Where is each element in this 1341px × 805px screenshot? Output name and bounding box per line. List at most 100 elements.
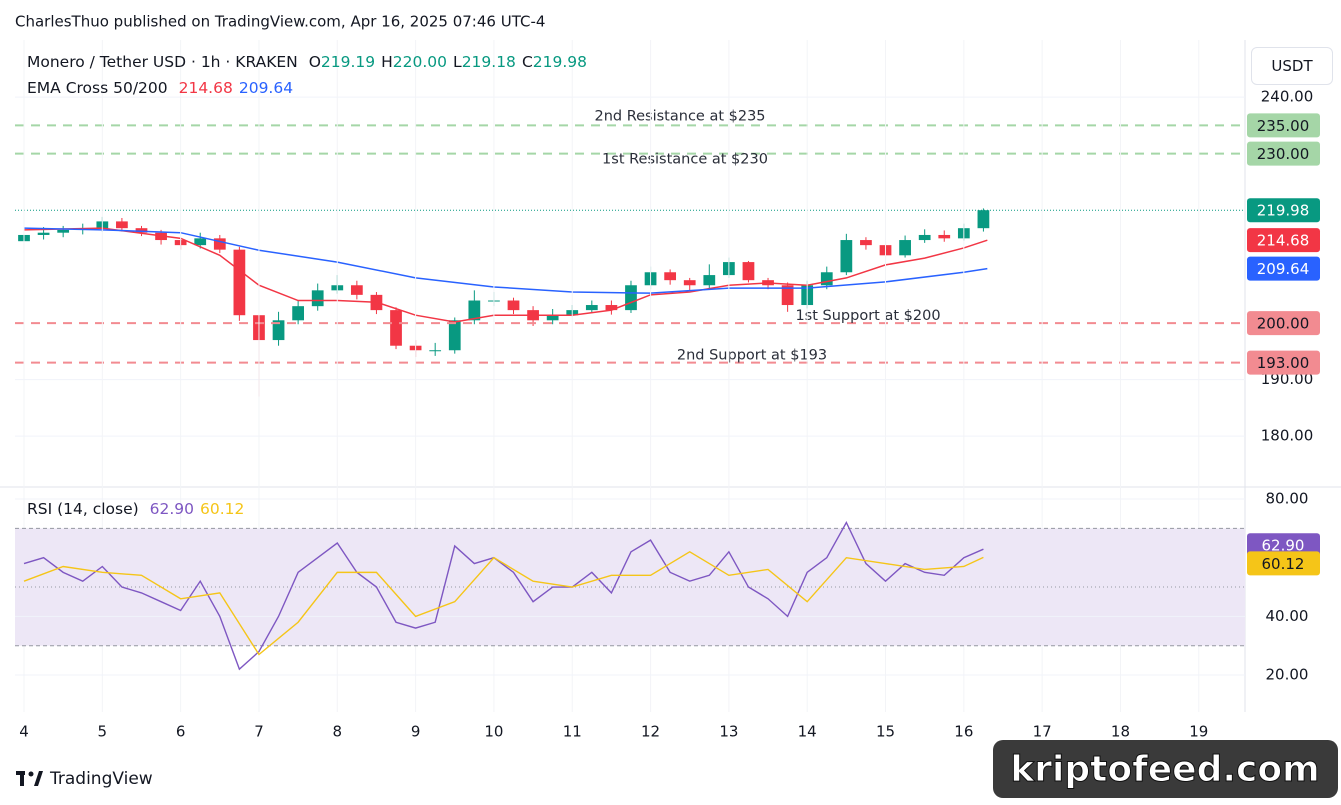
ema-badge-bg bbox=[1247, 228, 1320, 253]
level-label: 2nd Resistance at $235 bbox=[594, 108, 765, 124]
level-badge: 235.00 bbox=[1257, 117, 1310, 135]
x-tick-label: 8 bbox=[333, 723, 343, 741]
level-badge-bg bbox=[1247, 141, 1320, 166]
currency: USDT bbox=[1251, 47, 1333, 85]
x-tick-label: 16 bbox=[954, 723, 973, 741]
candle-body bbox=[507, 300, 520, 311]
x-tick-label: 12 bbox=[641, 723, 660, 741]
candle-body bbox=[135, 228, 148, 233]
level-label: 1st Resistance at $230 bbox=[602, 152, 768, 168]
rsi-line bbox=[23, 551, 984, 656]
candle-body bbox=[116, 221, 128, 229]
candle-body bbox=[448, 320, 461, 351]
candle-body bbox=[37, 232, 50, 235]
candle-body bbox=[977, 210, 990, 229]
level-badge: 200.00 bbox=[1257, 315, 1310, 333]
ohlc-value: 219.18 bbox=[461, 53, 516, 71]
level-label: 2nd Support at $193 bbox=[677, 348, 827, 364]
candle-body bbox=[938, 234, 951, 239]
ema-badge: 214.68 bbox=[1257, 232, 1310, 250]
candle-body bbox=[742, 262, 755, 281]
level-badge-bg bbox=[1247, 350, 1320, 375]
ema-badge-bg bbox=[1247, 256, 1320, 281]
ohlc-key: H bbox=[381, 53, 393, 71]
y-tick-label: 180.00 bbox=[1261, 427, 1314, 445]
candle-body bbox=[546, 315, 559, 321]
header: CharlesThuo published on TradingView.com… bbox=[15, 13, 545, 31]
candle-body bbox=[292, 306, 304, 321]
candle-body bbox=[272, 320, 285, 341]
x-tick-label: 9 bbox=[411, 723, 421, 741]
rsi-badge-bg bbox=[1247, 533, 1320, 558]
candle-body bbox=[585, 305, 598, 311]
candle-body bbox=[57, 229, 70, 233]
ohlc-key: C bbox=[521, 53, 533, 71]
ohlc-value: 220.00 bbox=[392, 53, 448, 71]
rsi-value: 60.12 bbox=[200, 500, 245, 518]
candle-body bbox=[918, 234, 931, 241]
rsi-badge-bg bbox=[1247, 551, 1320, 576]
candle-body bbox=[350, 285, 363, 295]
x-tick-label: 10 bbox=[484, 723, 503, 741]
indicator-title: EMA Cross 50/200 bbox=[27, 79, 168, 97]
x-tick-label: 13 bbox=[719, 723, 738, 741]
candle-body bbox=[703, 275, 716, 286]
y-tick-label: 20.00 bbox=[1266, 666, 1309, 684]
last-price-badge-bg bbox=[1247, 198, 1320, 223]
x-tick-label: 11 bbox=[563, 723, 582, 741]
tv-logo bbox=[16, 771, 43, 786]
price-legend: Monero / Tether USD · 1h · KRAKEN O219.1… bbox=[27, 53, 599, 71]
rsi-badge: 60.12 bbox=[1262, 555, 1305, 573]
ohlc-key: O bbox=[308, 53, 321, 71]
ohlc-key: L bbox=[453, 53, 462, 71]
candle-body bbox=[625, 285, 637, 311]
footer-logo: TradingView bbox=[49, 769, 153, 789]
symbol: Monero / Tether USD · 1h · KRAKEN bbox=[27, 53, 298, 71]
candle-body bbox=[390, 310, 402, 346]
ema-legend: EMA Cross 50/200 214.68 209.64 bbox=[27, 79, 305, 97]
x-tick-label: 4 bbox=[19, 723, 29, 741]
level-badge: 193.00 bbox=[1257, 354, 1310, 372]
indicator-values: 214.68 209.64 bbox=[179, 79, 300, 97]
candle-body bbox=[605, 305, 618, 311]
candle-body bbox=[429, 350, 442, 352]
ohlc-value: 219.19 bbox=[320, 53, 376, 71]
watermark: kriptofeed.com bbox=[1010, 749, 1319, 790]
x-tick-label: 14 bbox=[798, 723, 817, 741]
candle-body bbox=[899, 240, 911, 256]
candle-body bbox=[820, 272, 833, 286]
ema-line bbox=[23, 227, 988, 294]
y-tick-label: 80.00 bbox=[1266, 490, 1309, 508]
candle-body bbox=[860, 240, 872, 246]
x-tick-label: 7 bbox=[254, 723, 264, 741]
watermark-box bbox=[993, 740, 1338, 798]
x-tick-label: 5 bbox=[98, 723, 108, 741]
level-label: 1st Support at $200 bbox=[795, 308, 940, 324]
x-tick-label: 17 bbox=[1033, 723, 1052, 741]
candle-body bbox=[664, 272, 677, 281]
rsi-title: RSI (14, close) bbox=[27, 500, 139, 518]
rsi-values: 62.90 60.12 bbox=[150, 500, 251, 518]
ema-value: 214.68 bbox=[178, 79, 233, 97]
ema-value: 209.64 bbox=[238, 79, 294, 97]
y-tick-label: 240.00 bbox=[1261, 88, 1314, 106]
candle-body bbox=[194, 238, 207, 246]
candle-body bbox=[468, 300, 481, 321]
x-tick-label: 18 bbox=[1111, 723, 1130, 741]
level-badge-bg bbox=[1247, 113, 1320, 138]
ohlc-value: 219.98 bbox=[532, 53, 588, 71]
x-tick-label: 6 bbox=[176, 723, 186, 741]
candle-body bbox=[233, 249, 246, 316]
candle-body bbox=[683, 280, 696, 286]
ohlc: O219.19 H220.00 L219.18 C219.98 bbox=[309, 53, 593, 71]
rsi-value: 62.90 bbox=[149, 500, 195, 518]
rsi-line bbox=[23, 520, 984, 671]
rsi-badge: 62.90 bbox=[1262, 537, 1305, 555]
x-tick-label: 15 bbox=[876, 723, 895, 741]
y-tick-label: 40.00 bbox=[1266, 607, 1309, 625]
level-badge-bg bbox=[1247, 311, 1320, 336]
candle-body bbox=[311, 290, 324, 307]
x-tick-label: 19 bbox=[1189, 723, 1208, 741]
